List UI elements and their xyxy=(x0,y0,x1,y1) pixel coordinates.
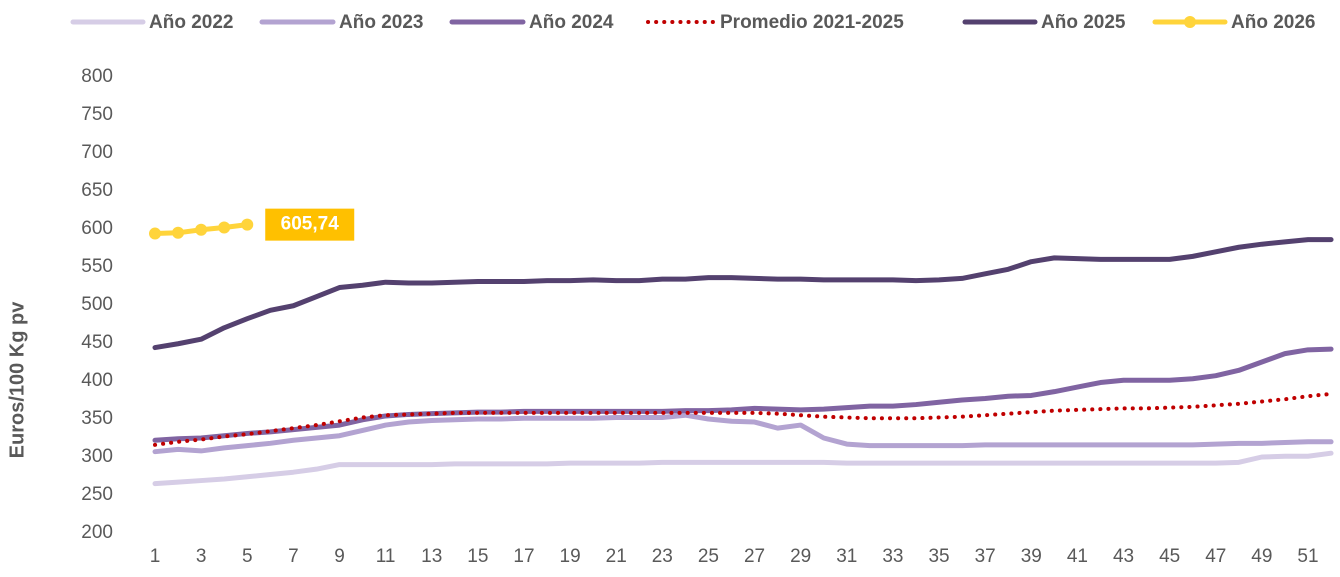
y-tick-label: 500 xyxy=(81,294,113,315)
x-tick-label: 37 xyxy=(975,546,996,567)
x-tick-label: 21 xyxy=(606,546,627,567)
x-tick-label: 7 xyxy=(288,546,299,567)
x-tick-label: 51 xyxy=(1297,546,1318,567)
x-tick-label: 17 xyxy=(513,546,534,567)
x-tick-label: 29 xyxy=(790,546,811,567)
x-tick-label: 41 xyxy=(1067,546,1088,567)
x-tick-label: 49 xyxy=(1251,546,1272,567)
x-tick-label: 31 xyxy=(836,546,857,567)
x-tick-label: 3 xyxy=(196,546,207,567)
y-tick-label: 800 xyxy=(81,66,113,87)
y-tick-label: 250 xyxy=(81,484,113,505)
y-axis-label: Euros/100 Kg pv xyxy=(6,301,28,459)
value-label: 605,74 xyxy=(281,214,340,235)
x-tick-label: 27 xyxy=(744,546,765,567)
x-tick-label: 19 xyxy=(560,546,581,567)
series-line xyxy=(152,346,1334,443)
point-marker xyxy=(149,227,161,240)
x-tick-label: 11 xyxy=(376,546,396,567)
y-tick-label: 400 xyxy=(81,370,113,391)
series-line xyxy=(152,412,1334,455)
x-tick-label: 23 xyxy=(652,546,673,567)
legend-label: Promedio 2021-2025 xyxy=(720,12,904,33)
value-label-box xyxy=(265,208,355,241)
point-marker xyxy=(195,223,208,236)
x-tick-label: 13 xyxy=(421,546,442,567)
x-tick-label: 15 xyxy=(467,546,488,567)
x-tick-label: 45 xyxy=(1159,546,1180,567)
y-tick-label: 450 xyxy=(81,332,113,353)
point-marker xyxy=(172,226,185,239)
x-tick-label: 47 xyxy=(1205,546,1226,567)
x-tick-label: 25 xyxy=(698,546,719,567)
series-line xyxy=(152,450,1334,487)
point-marker xyxy=(218,221,231,234)
x-tick-label: 33 xyxy=(882,546,903,567)
legend-label: Año 2024 xyxy=(529,12,614,33)
x-tick-label: 9 xyxy=(334,546,345,567)
x-tick-label: 43 xyxy=(1113,546,1134,567)
y-tick-label: 550 xyxy=(81,256,113,277)
x-tick-label: 1 xyxy=(150,546,161,567)
series-line xyxy=(152,237,1334,351)
y-tick-label: 350 xyxy=(81,408,113,429)
x-tick-label: 5 xyxy=(242,546,253,567)
legend-label: Año 2022 xyxy=(149,12,233,33)
x-tick-label: 35 xyxy=(928,546,949,567)
legend-marker xyxy=(1184,16,1196,28)
y-tick-label: 200 xyxy=(81,522,113,543)
y-tick-label: 650 xyxy=(81,180,113,201)
y-tick-label: 750 xyxy=(81,104,113,125)
point-marker xyxy=(241,218,254,231)
legend-label: Año 2026 xyxy=(1231,12,1315,33)
y-tick-label: 600 xyxy=(81,218,113,239)
series-line xyxy=(153,391,1334,447)
legend-label: Año 2025 xyxy=(1041,12,1126,33)
y-tick-label: 700 xyxy=(81,142,113,163)
y-tick-label: 300 xyxy=(81,446,113,467)
legend-label: Año 2023 xyxy=(339,12,423,33)
x-tick-label: 39 xyxy=(1021,546,1042,567)
